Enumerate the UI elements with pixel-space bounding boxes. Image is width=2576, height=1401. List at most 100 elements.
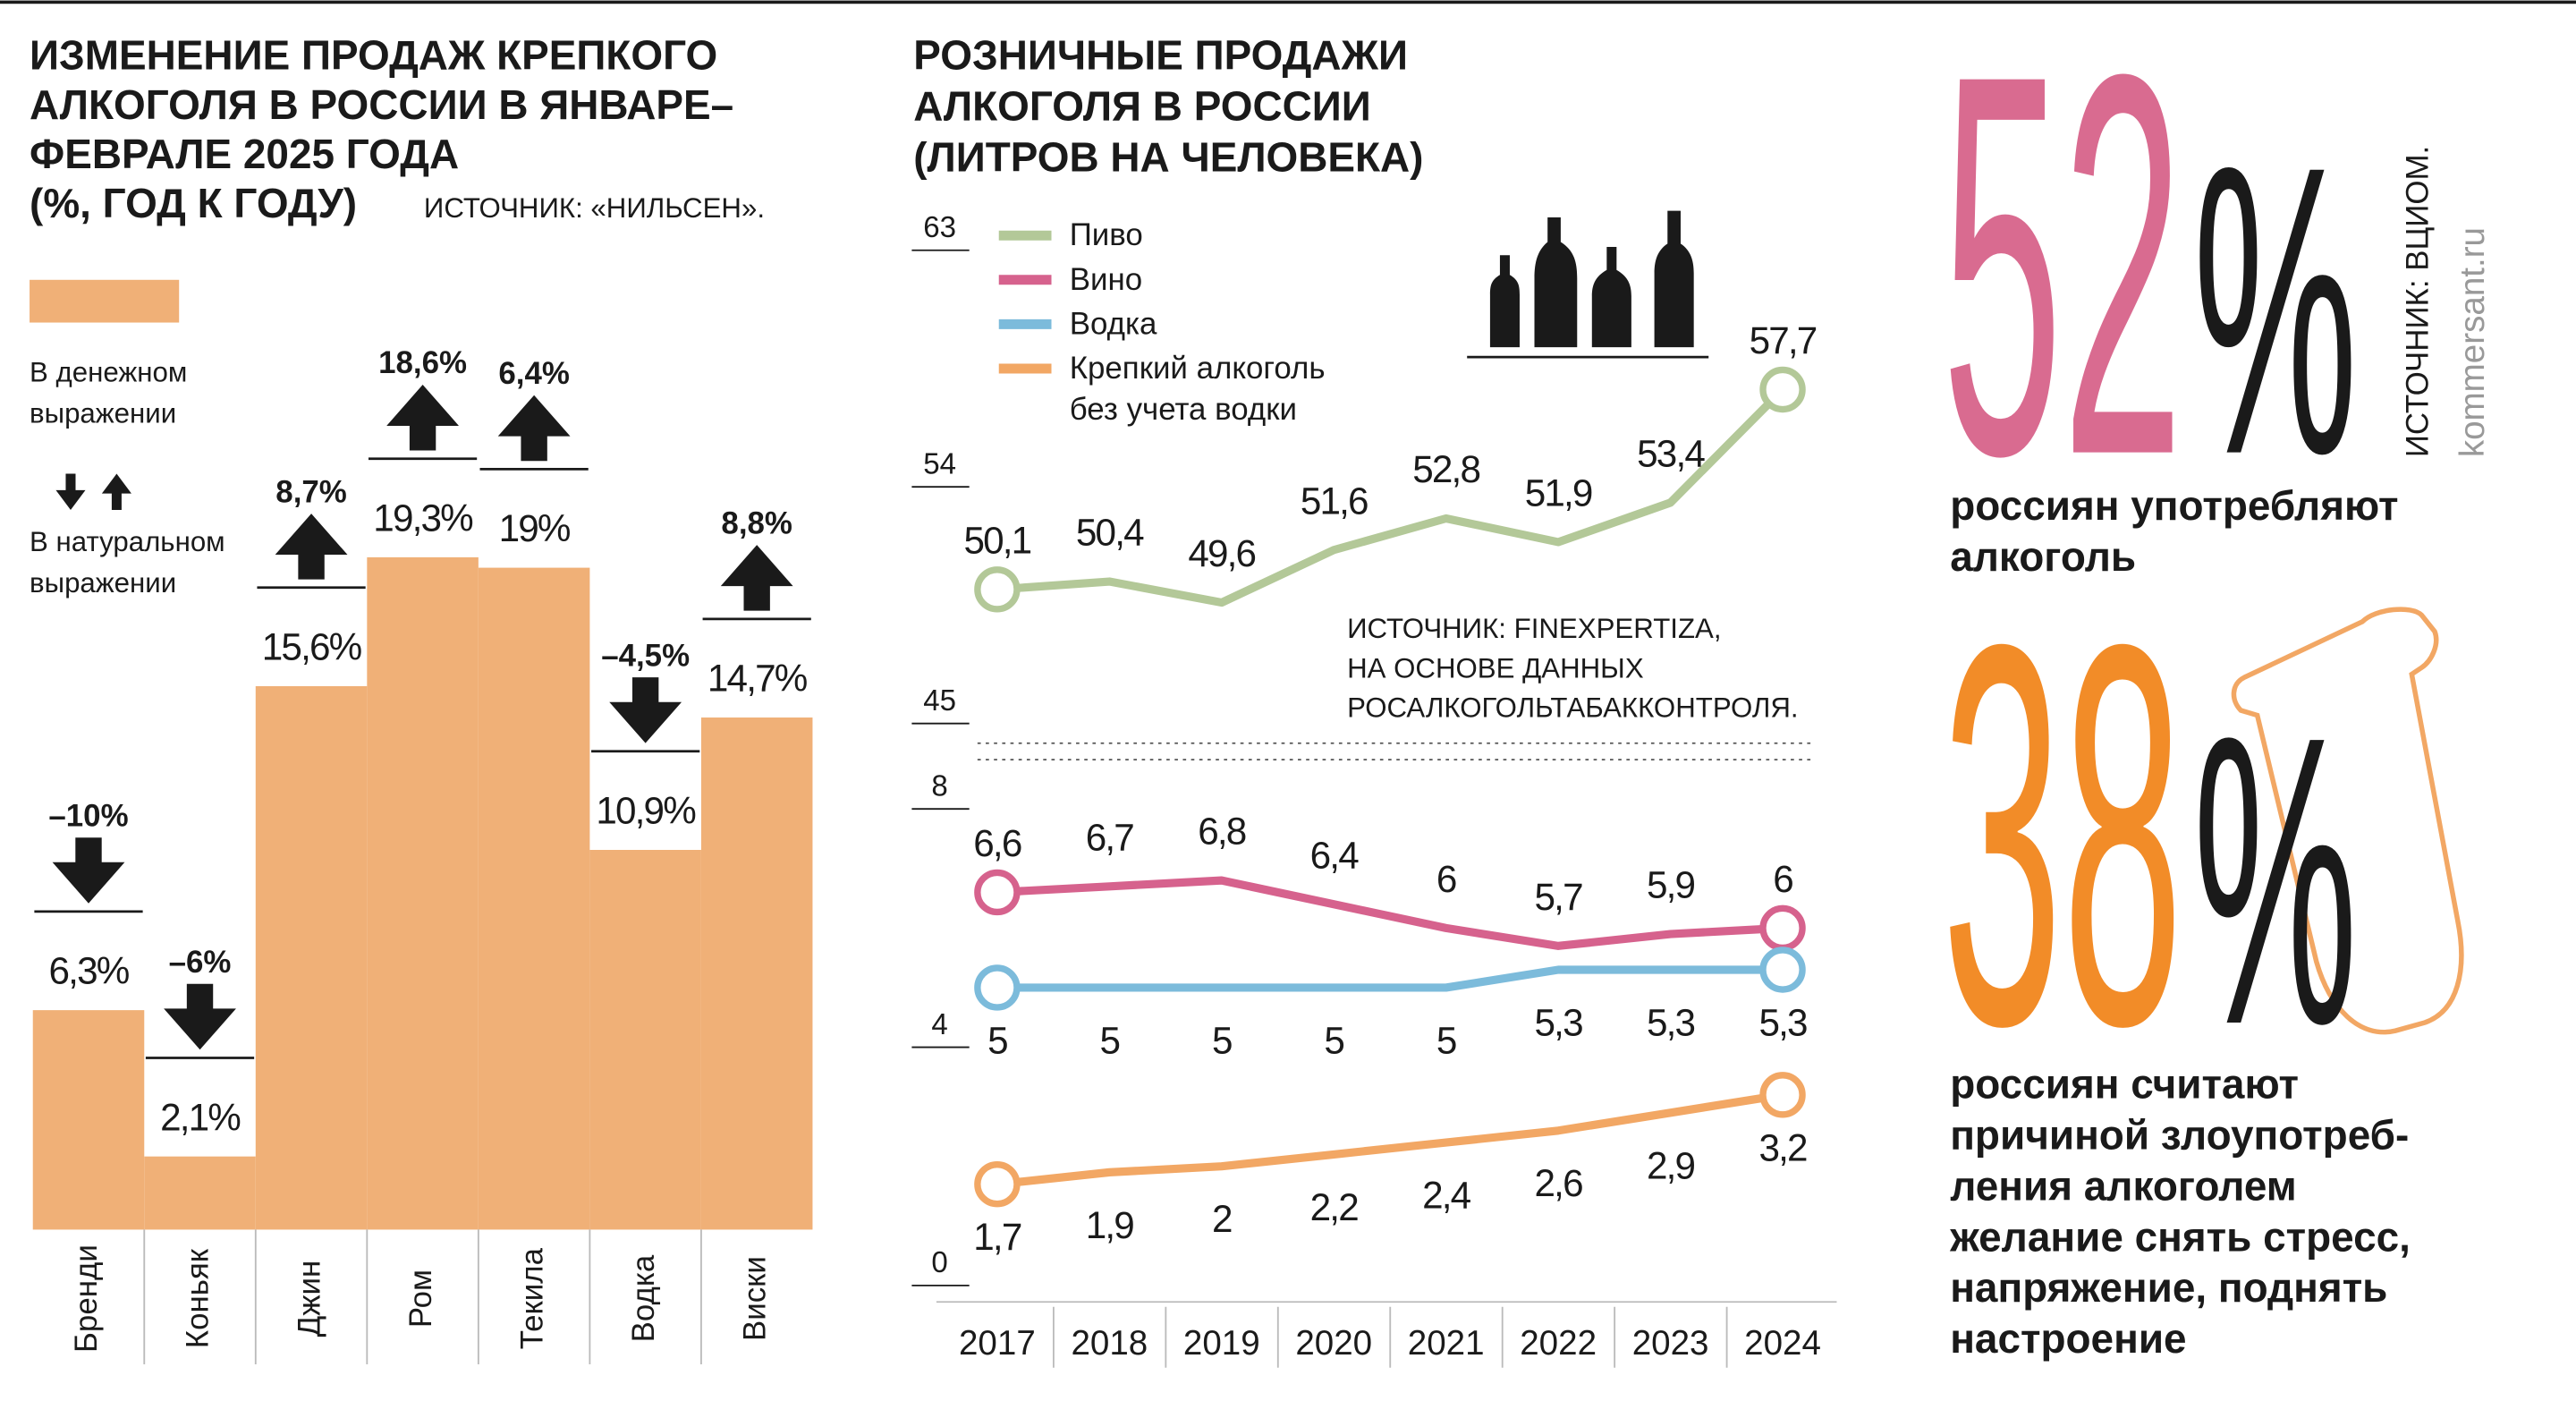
- end-point: [974, 1160, 1021, 1208]
- site: kommersant.ru: [2453, 227, 2492, 457]
- legend-swatch: [30, 279, 180, 323]
- chart-title: РОЗНИЧНЫЕ ПРОДАЖИ: [913, 32, 1408, 79]
- bar: [367, 556, 479, 1230]
- value-label: 2,2: [1310, 1186, 1359, 1228]
- value-label: 6,8: [1198, 811, 1246, 853]
- value-label: 6: [1773, 858, 1792, 900]
- stat-number: 52: [1942, 0, 2183, 567]
- bar: [144, 1156, 256, 1230]
- bar: [478, 567, 590, 1230]
- change-label: –4,5%: [601, 638, 690, 673]
- change-arrow: [497, 395, 571, 462]
- change-label: 6,4%: [498, 356, 569, 391]
- line: [996, 1091, 1784, 1189]
- chart-title: ФЕВРАЛЕ 2025 ГОДА: [30, 131, 459, 177]
- legend-label: Вино: [1070, 262, 1142, 297]
- legend-swatch: [55, 473, 131, 510]
- source: ИСТОЧНИК: ВЦИОМ.: [2401, 146, 2436, 457]
- end-point: [1759, 947, 1806, 993]
- value-label: 5: [1436, 1019, 1456, 1061]
- x-tick-label: Джин: [292, 1261, 326, 1337]
- change-arrow: [52, 837, 125, 904]
- value-label: 52,8: [1412, 448, 1479, 490]
- value-label: 19%: [499, 507, 571, 549]
- value-label: 57,7: [1750, 319, 1817, 361]
- stat-text: настроение: [1950, 1315, 2186, 1362]
- end-point: [1759, 1072, 1806, 1118]
- x-tick-label: Коньяк: [181, 1248, 216, 1348]
- bar: [32, 1010, 145, 1230]
- value-label: 49,6: [1188, 532, 1255, 574]
- value-label: 3,2: [1758, 1126, 1807, 1168]
- change-arrow: [609, 677, 682, 743]
- change-label: 18,6%: [378, 345, 467, 380]
- value-label: 5,3: [1535, 1001, 1583, 1043]
- x-tick-label: Бренди: [69, 1244, 104, 1353]
- change-label: 8,8%: [721, 505, 792, 540]
- x-tick-label: 2024: [1744, 1324, 1821, 1363]
- stat-sign: %: [2193, 82, 2358, 540]
- value-label: 2: [1212, 1198, 1232, 1240]
- x-tick-label: 2021: [1408, 1324, 1485, 1363]
- legend-label: В натуральном выражении: [30, 526, 233, 599]
- x-tick-label: Водка: [626, 1254, 661, 1342]
- value-label: 5,3: [1758, 1001, 1807, 1043]
- value-label: 2,4: [1422, 1175, 1471, 1217]
- stat-sign: %: [2193, 652, 2358, 1110]
- end-point: [974, 964, 1021, 1011]
- bottles-icon: [1489, 210, 1694, 348]
- change-arrow: [386, 385, 459, 451]
- value-label: 6,3%: [49, 950, 130, 992]
- legend-label: Пиво: [1070, 217, 1143, 252]
- value-label: 1,7: [973, 1216, 1021, 1258]
- change-label: 8,7%: [275, 474, 347, 509]
- line: [996, 965, 1784, 992]
- value-label: 5,9: [1647, 864, 1695, 906]
- change-label: –10%: [48, 798, 128, 833]
- stat-text: желание снять стресс,: [1949, 1213, 2411, 1260]
- chart-title: ИЗМЕНЕНИЕ ПРОДАЖ КРЕПКОГО: [30, 32, 717, 79]
- line: [996, 876, 1784, 950]
- legend-label: Водка: [1070, 306, 1157, 341]
- x-tick-label: 2018: [1071, 1324, 1148, 1363]
- value-label: 6,4: [1310, 834, 1360, 876]
- y-tick-label: 63: [923, 211, 956, 244]
- value-label: 14,7%: [708, 658, 808, 700]
- y-tick-label: 8: [931, 770, 947, 803]
- line: [996, 386, 1786, 607]
- value-label: 5,3: [1647, 1001, 1695, 1043]
- stat-text: алкоголь: [1950, 533, 2136, 580]
- value-label: 10,9%: [596, 790, 696, 832]
- value-label: 51,9: [1525, 472, 1592, 514]
- change-arrow: [164, 983, 236, 1050]
- end-point: [974, 869, 1021, 916]
- chart-title: АЛКОГОЛЯ В РОССИИ В ЯНВАРЕ–: [30, 81, 733, 128]
- legend-label: В денежном выражении: [30, 357, 195, 429]
- value-label: 53,4: [1637, 432, 1705, 474]
- x-tick-label: Виски: [737, 1256, 772, 1341]
- change-label: –6%: [169, 945, 232, 980]
- end-point: [1759, 904, 1806, 952]
- change-arrow: [720, 545, 793, 611]
- value-label: 15,6%: [262, 626, 362, 668]
- x-tick-label: Текила: [514, 1247, 549, 1349]
- value-label: 6: [1436, 858, 1456, 900]
- value-label: 2,6: [1535, 1162, 1583, 1204]
- x-tick-label: 2017: [959, 1324, 1036, 1363]
- bar: [589, 849, 701, 1230]
- y-tick-label: 54: [923, 448, 956, 481]
- change-arrow: [275, 514, 348, 580]
- chart-title: (%, ГОД К ГОДУ): [30, 180, 357, 226]
- stat-text: напряжение, поднять: [1950, 1264, 2387, 1311]
- value-label: 2,9: [1647, 1144, 1695, 1186]
- bar: [255, 685, 368, 1230]
- value-label: 1,9: [1086, 1204, 1134, 1246]
- value-label: 5: [1100, 1019, 1120, 1061]
- source: ИСТОЧНИК: «НИЛЬСЕН».: [424, 192, 765, 224]
- x-tick-label: 2020: [1295, 1324, 1372, 1363]
- value-label: 5: [1212, 1019, 1232, 1061]
- source: ИСТОЧНИК: FINEXPERTIZA, НА ОСНОВЕ ДАННЫХ…: [1347, 613, 1799, 723]
- x-tick-label: 2019: [1183, 1324, 1260, 1363]
- value-label: 50,4: [1076, 512, 1144, 554]
